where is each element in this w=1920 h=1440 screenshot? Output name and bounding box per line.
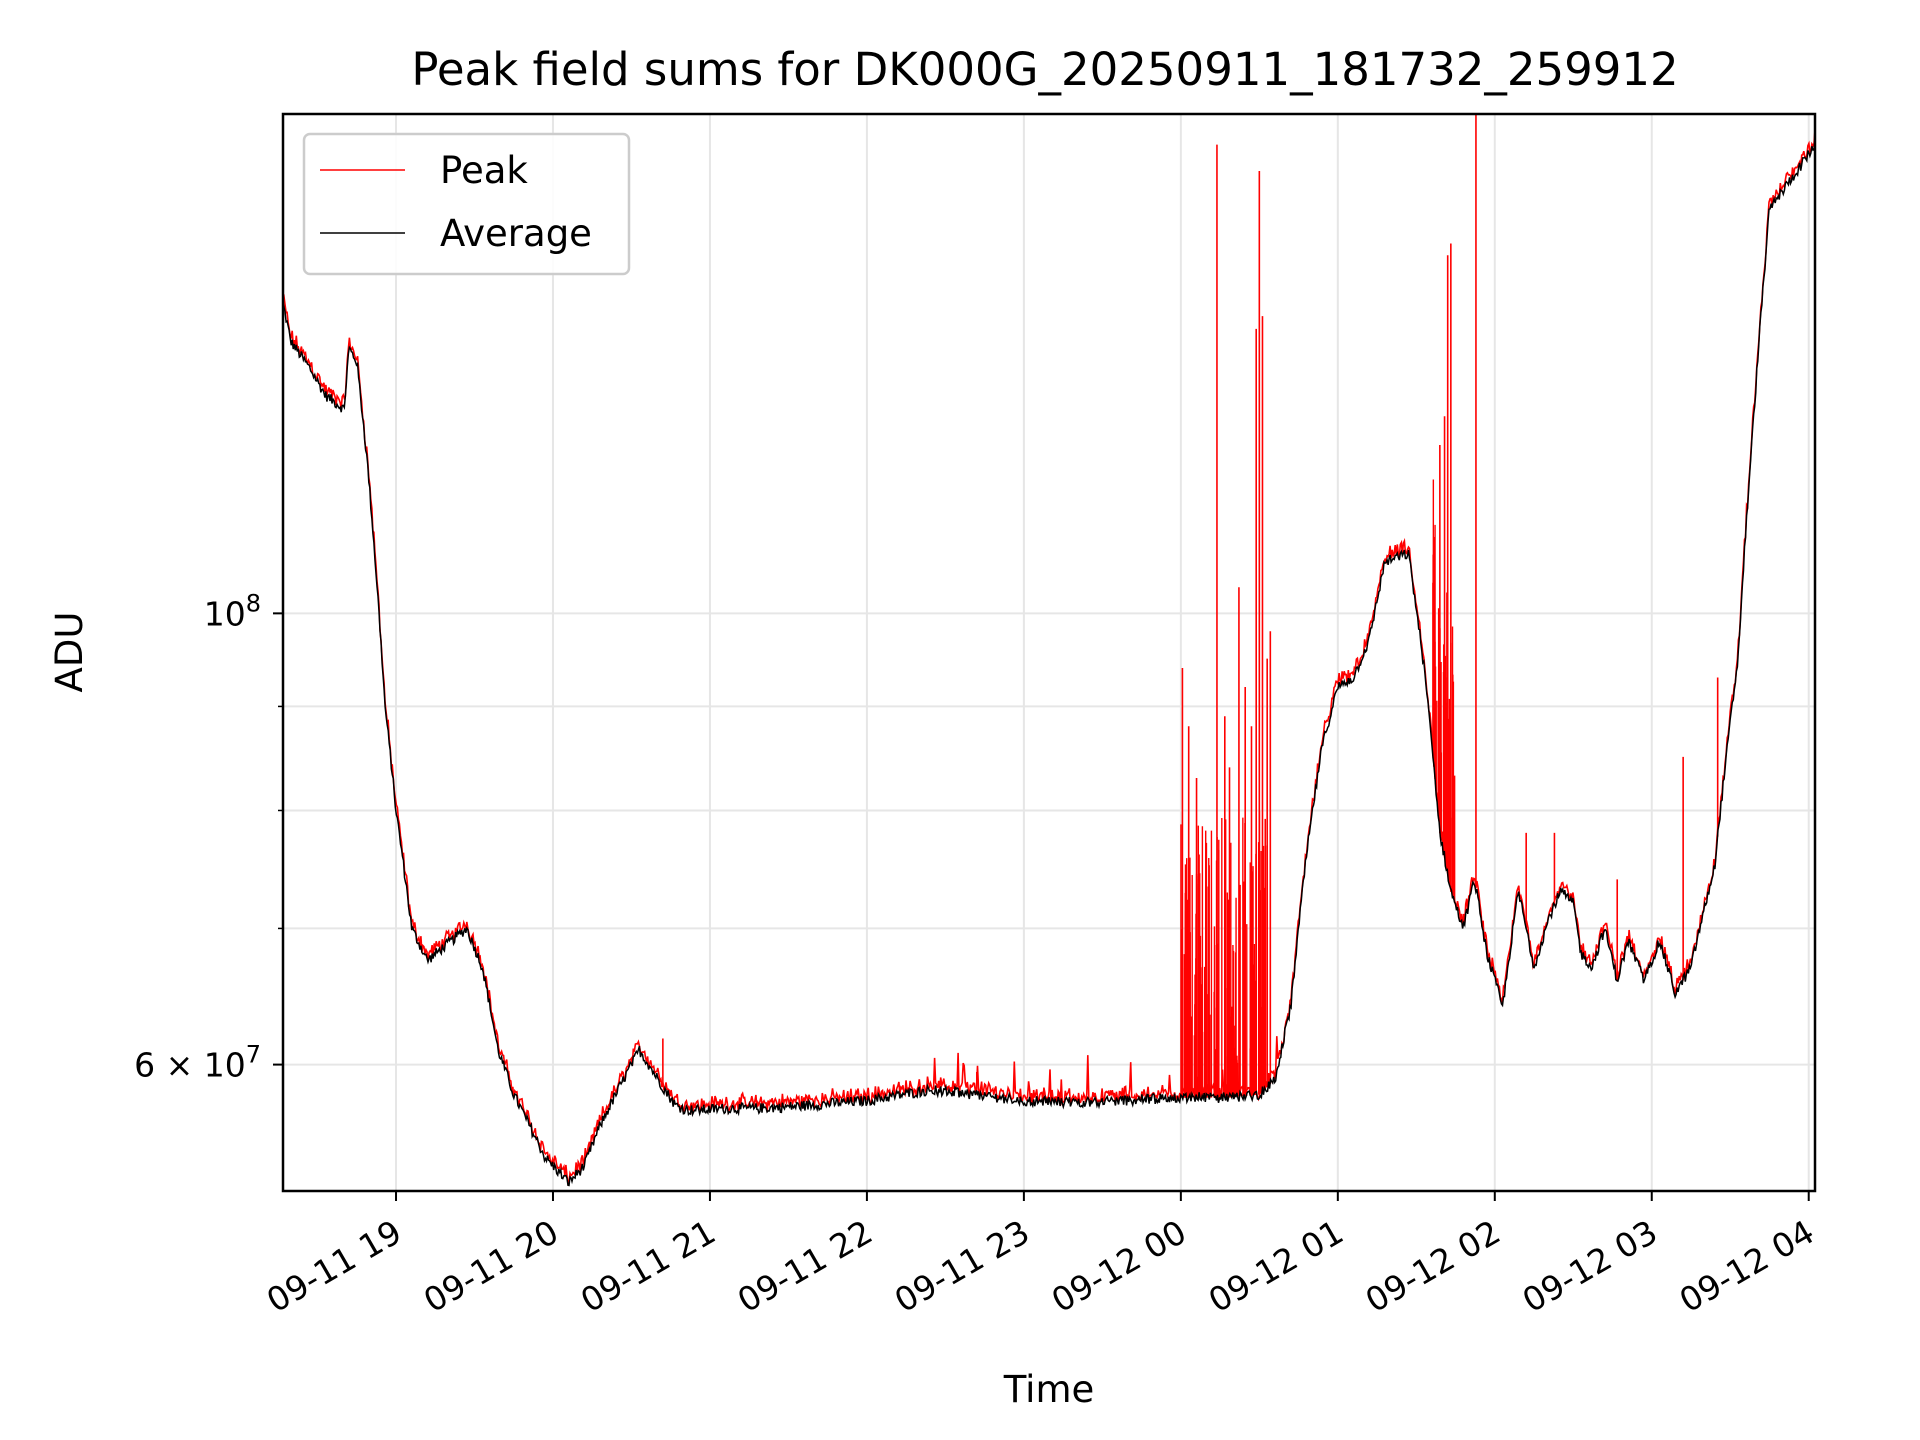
average-series-line: [283, 139, 1815, 1187]
plot-frame: [281, 112, 1817, 1193]
legend-average-label: Average: [440, 212, 592, 255]
y-tick-label: 6 × 107: [134, 1041, 261, 1085]
legend-peak-label: Peak: [440, 149, 528, 192]
chart-title: Peak field sums for DK000G_20250911_1817…: [411, 43, 1678, 96]
series-layer: [283, 114, 1815, 1187]
legend: Peak Average: [302, 132, 631, 276]
y-axis-label: ADU: [48, 612, 91, 693]
legend-frame: [302, 132, 631, 276]
grid: [283, 114, 1815, 1191]
x-axis-label: Time: [1003, 1368, 1095, 1411]
